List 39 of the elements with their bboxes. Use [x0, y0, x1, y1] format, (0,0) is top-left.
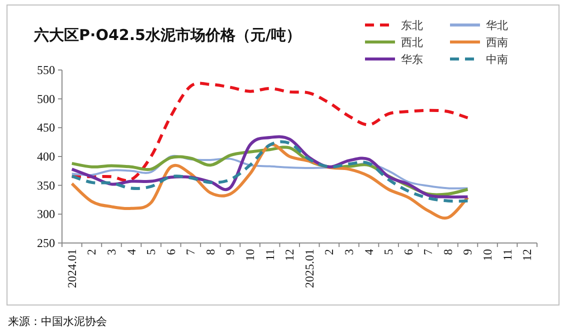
- x-tick-label: 2024.01: [64, 249, 79, 288]
- x-tick-label: 5: [382, 249, 396, 255]
- x-tick-label: 7: [421, 249, 436, 255]
- x-tick-label: 8: [203, 249, 218, 255]
- chart-title: 六大区P·O42.5水泥市场价格（元/吨）: [33, 26, 301, 44]
- x-tick-label: 3: [342, 249, 356, 255]
- x-tick-label: 11: [262, 249, 277, 261]
- y-tick-label: 400: [37, 150, 55, 164]
- x-tick-label: 10: [243, 249, 258, 261]
- x-tick-label: 3: [104, 249, 118, 255]
- x-tick-label: 9: [460, 249, 475, 255]
- source-note: 来源：中国水泥协会: [8, 315, 107, 328]
- x-tick-label: 6: [164, 249, 178, 255]
- y-tick-label: 300: [37, 207, 55, 222]
- x-tick-label: 8: [440, 249, 455, 255]
- x-tick-label: 4: [362, 249, 376, 255]
- x-tick-label: 9: [223, 249, 238, 255]
- legend-label: 西南: [486, 36, 508, 49]
- legend-label: 西北: [401, 36, 423, 49]
- x-tick-label: 5: [144, 249, 158, 255]
- y-tick-label: 250: [37, 236, 55, 250]
- x-tick-label: 10: [480, 249, 495, 261]
- legend-label: 东北: [401, 19, 423, 32]
- x-tick-label: 12: [282, 249, 297, 261]
- x-tick-label: 6: [401, 249, 416, 255]
- x-tick-label: 12: [520, 249, 534, 261]
- y-tick-label: 500: [37, 92, 55, 106]
- x-tick-label: 7: [184, 249, 198, 255]
- y-tick-label: 550: [37, 63, 55, 77]
- y-tick-label: 450: [37, 120, 55, 135]
- x-tick-label: 2: [322, 249, 336, 255]
- x-tick-label: 11: [500, 249, 514, 261]
- y-tick-label: 350: [37, 178, 55, 192]
- x-tick-label: 2: [84, 249, 99, 255]
- legend-label: 中南: [486, 53, 508, 66]
- legend-label: 华东: [401, 53, 423, 66]
- x-tick-label: 4: [124, 249, 138, 255]
- x-tick-label: 2025.01: [302, 249, 316, 288]
- legend-label: 华北: [486, 19, 508, 32]
